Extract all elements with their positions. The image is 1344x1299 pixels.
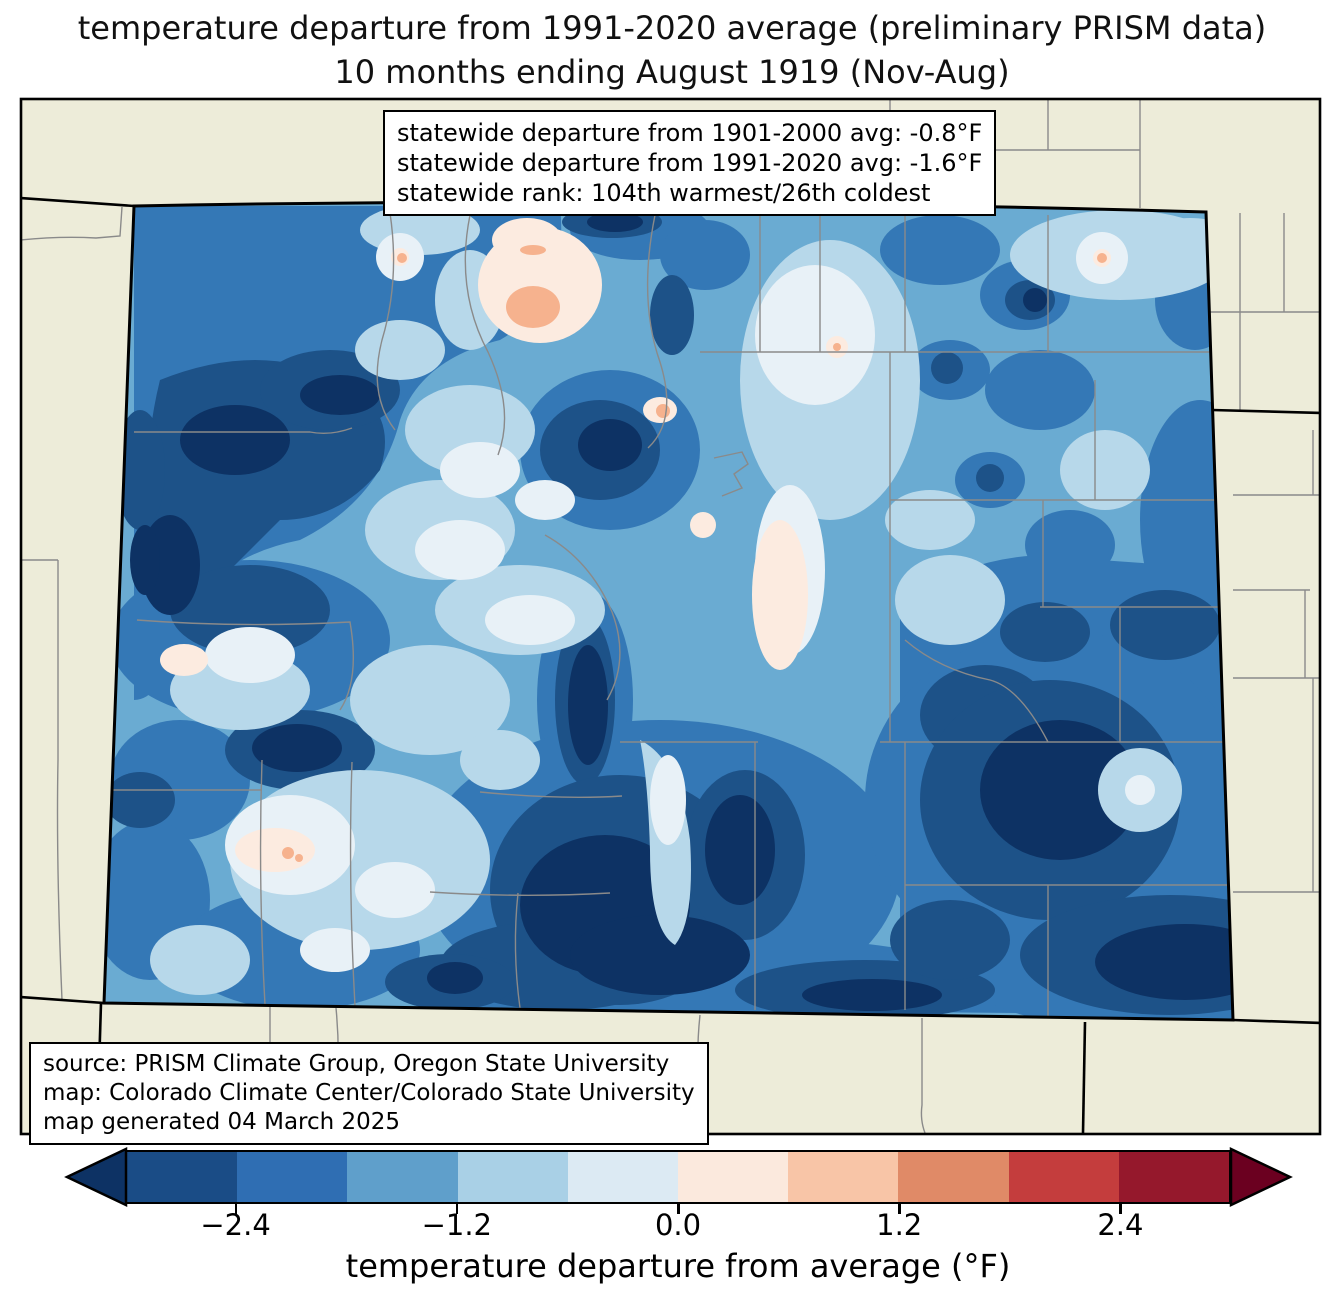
colorbar-segment-6 <box>788 1152 899 1202</box>
colorbar-over-arrow <box>1229 1147 1293 1207</box>
source-box: source: PRISM Climate Group, Oregon Stat… <box>29 1042 709 1145</box>
colorbar-segment-4 <box>567 1152 679 1202</box>
colorbar-body <box>125 1150 1231 1204</box>
colorbar-tick-label: −2.4 <box>200 1208 271 1242</box>
colorbar-axis-label: temperature departure from average (°F) <box>345 1247 1011 1285</box>
colorbar-segment-1 <box>237 1152 348 1202</box>
colorbar-tick <box>234 1203 238 1214</box>
colorbar-tick <box>455 1203 459 1214</box>
colorbar-segment-0 <box>127 1152 238 1202</box>
figure-title-line2: 10 months ending August 1919 (Nov-Aug) <box>334 53 1010 91</box>
colorbar-segment-2 <box>347 1152 458 1202</box>
stats-line-2: statewide departure from 1991-2020 avg: … <box>397 149 983 177</box>
contours-verylight <box>205 232 1155 972</box>
colorado-contours <box>104 202 1233 1021</box>
colorbar-tick-label: 1.2 <box>876 1208 923 1242</box>
colorbar-segment-9 <box>1118 1152 1230 1202</box>
source-line-1: source: PRISM Climate Group, Oregon Stat… <box>43 1051 670 1077</box>
colorbar-tick <box>1119 1203 1122 1214</box>
colorado-county-lines <box>112 212 1228 1016</box>
colorbar-under-arrow <box>64 1147 128 1207</box>
figure-title: temperature departure from 1991-2020 ave… <box>0 6 1344 94</box>
statewide-stats-box: statewide departure from 1901-2000 avg: … <box>383 110 997 216</box>
figure-title-line1: temperature departure from 1991-2020 ave… <box>77 9 1267 47</box>
colorbar-segment-3 <box>457 1152 568 1202</box>
stats-line-1: statewide departure from 1901-2000 avg: … <box>397 119 983 147</box>
colorbar-tick-label: 2.4 <box>1097 1208 1144 1242</box>
colorbar-tick <box>677 1203 680 1214</box>
colorbar-tick <box>898 1203 901 1214</box>
colorbar-segment-5 <box>678 1152 789 1202</box>
colorbar-segment-8 <box>1008 1152 1119 1202</box>
colorbar-tick-label: −1.2 <box>421 1208 493 1242</box>
colorbar-tick-label: 0.0 <box>654 1208 702 1242</box>
stats-line-3: statewide rank: 104th warmest/26th colde… <box>397 179 931 207</box>
source-line-3: map generated 04 March 2025 <box>43 1109 401 1135</box>
colorbar-segment-7 <box>898 1152 1009 1202</box>
source-line-2: map: Colorado Climate Center/Colorado St… <box>43 1080 695 1106</box>
